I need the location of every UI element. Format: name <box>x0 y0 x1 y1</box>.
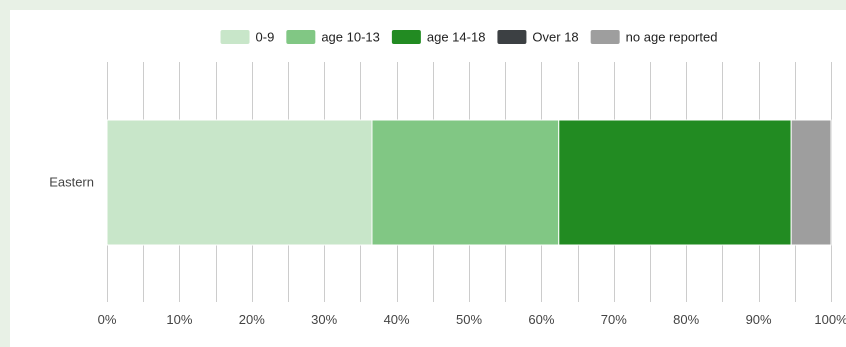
x-tick-label: 30% <box>311 312 337 327</box>
x-tick-label: 70% <box>601 312 627 327</box>
x-tick-label: 10% <box>166 312 192 327</box>
legend-label: age 14-18 <box>427 30 486 45</box>
legend-item[interactable]: Over 18 <box>497 30 579 45</box>
legend-item[interactable]: age 14-18 <box>391 30 486 45</box>
legend-label: age 10-13 <box>321 30 380 45</box>
x-tick-label: 100% <box>814 312 846 327</box>
bars <box>106 119 832 246</box>
legend-swatch <box>220 30 250 44</box>
x-tick-label: 0% <box>98 312 117 327</box>
x-tick-label: 90% <box>746 312 772 327</box>
legend-swatch <box>590 30 620 44</box>
bar-segment-0-9[interactable] <box>106 119 373 246</box>
legend-swatch <box>497 30 527 44</box>
legend: 0-9 age 10-13 age 14-18 Over 18 no age repor… <box>220 30 718 45</box>
bar-segment-age-10-13[interactable] <box>371 119 560 246</box>
legend-item[interactable]: 0-9 <box>220 30 275 45</box>
x-tick-label: 80% <box>673 312 699 327</box>
legend-item[interactable]: age 10-13 <box>286 30 380 45</box>
x-tick-label: 50% <box>456 312 482 327</box>
legend-item[interactable]: no age reported <box>590 30 718 45</box>
x-tick-label: 20% <box>239 312 265 327</box>
bar-segment-no-age-reported[interactable] <box>790 119 832 246</box>
legend-label: no age reported <box>626 30 718 45</box>
x-tick-label: 40% <box>384 312 410 327</box>
x-tick-label: 60% <box>528 312 554 327</box>
category-label: Eastern <box>49 175 94 190</box>
axis-labels: 0% 10% 20% 30% 40% 50% 60% 70% 80% 90% 100% Eastern <box>49 175 846 328</box>
legend-swatch <box>391 30 421 44</box>
bar-segment-age-14-18[interactable] <box>558 119 792 246</box>
legend-label: 0-9 <box>256 30 275 45</box>
legend-swatch <box>286 30 316 44</box>
legend-label: Over 18 <box>532 30 578 45</box>
